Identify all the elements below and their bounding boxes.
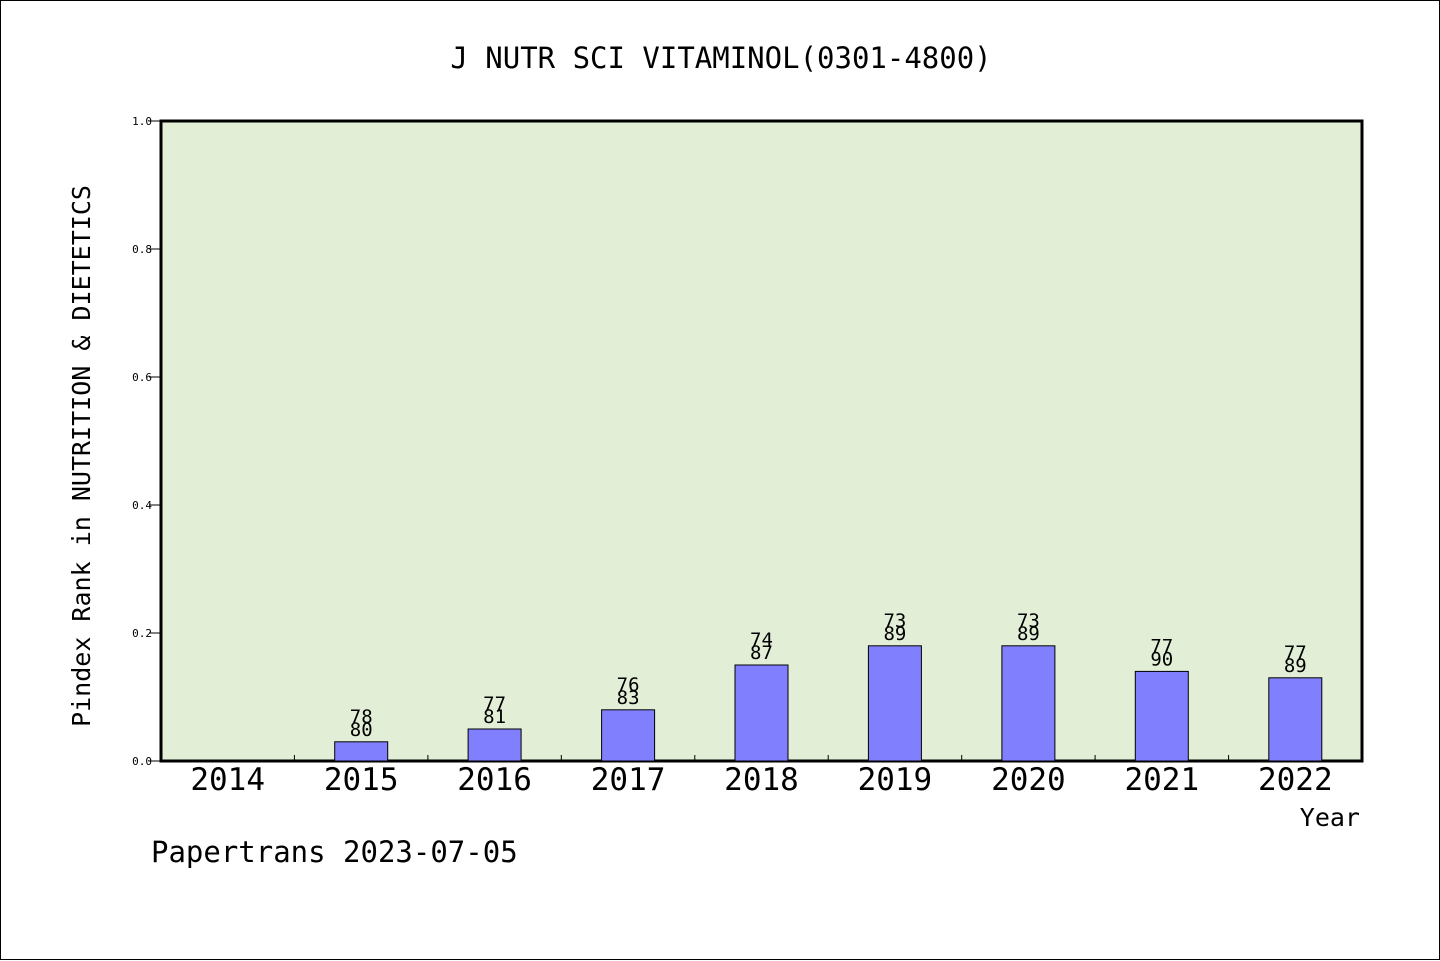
bar-2015 [334, 741, 389, 762]
bar-2019 [867, 645, 922, 762]
x-tick-label-2015: 2015 [324, 762, 399, 798]
bar-label-bottom-2016: 81 [483, 706, 506, 728]
x-axis-title: Year [1300, 803, 1360, 832]
x-tick-label-2021: 2021 [1124, 762, 1199, 798]
bar-label-bottom-2018: 87 [750, 642, 773, 664]
bar-2016 [467, 728, 522, 762]
x-tick-label-2014: 2014 [190, 762, 265, 798]
bar-label-top-2018: 74 [750, 629, 773, 651]
bar-label-top-2016: 77 [483, 693, 506, 715]
x-tick-label-2022: 2022 [1258, 762, 1333, 798]
y-axis: 0.0 0.2 0.4 0.6 0.8 1.0 [132, 115, 161, 768]
bar-label-bottom-2022: 89 [1284, 655, 1307, 677]
bar-label-bottom-2019: 89 [883, 623, 906, 645]
y-tick-label-0.6: 0.6 [132, 371, 152, 384]
bar-2020 [1001, 645, 1056, 762]
bar-label-bottom-2020: 89 [1017, 623, 1040, 645]
y-tick-label-0.8: 0.8 [132, 243, 152, 256]
x-tick-label-2016: 2016 [457, 762, 532, 798]
y-tick-label-0.2: 0.2 [132, 627, 152, 640]
bar-label-bottom-2015: 80 [350, 719, 373, 741]
x-axis: 2014 2015 2016 2017 2018 2019 2020 2021 2022 [190, 755, 1333, 798]
plot-area [159, 119, 1364, 763]
bar-label-top-2022: 77 [1284, 642, 1307, 664]
bar-label-top-2020: 73 [1017, 610, 1040, 632]
bar-2021 [1134, 670, 1189, 762]
bar-2018 [734, 664, 789, 762]
bar-label-top-2015: 78 [350, 706, 373, 728]
x-tick-label-2018: 2018 [724, 762, 799, 798]
bar-label-bottom-2021: 90 [1150, 648, 1173, 670]
bar-label-top-2019: 73 [883, 610, 906, 632]
y-tick-label-1.0: 1.0 [132, 115, 152, 128]
footer-credit: Papertrans 2023-07-05 [151, 835, 518, 869]
x-tick-label-2017: 2017 [591, 762, 666, 798]
y-tick-label-0.0: 0.0 [132, 755, 152, 768]
bar-label-top-2021: 77 [1150, 635, 1173, 657]
x-tick-label-2020: 2020 [991, 762, 1066, 798]
bar-label-bottom-2017: 83 [617, 687, 640, 709]
bar-label-top-2017: 76 [617, 674, 640, 696]
y-axis-title: Pindex Rank in NUTRITION & DIETETICS [67, 185, 96, 727]
bar-2017 [601, 709, 656, 762]
y-tick-label-0.4: 0.4 [132, 499, 152, 512]
chart-title: J NUTR SCI VITAMINOL(0301-4800) [450, 41, 991, 75]
x-tick-label-2019: 2019 [858, 762, 933, 798]
bar-2022 [1268, 677, 1323, 762]
